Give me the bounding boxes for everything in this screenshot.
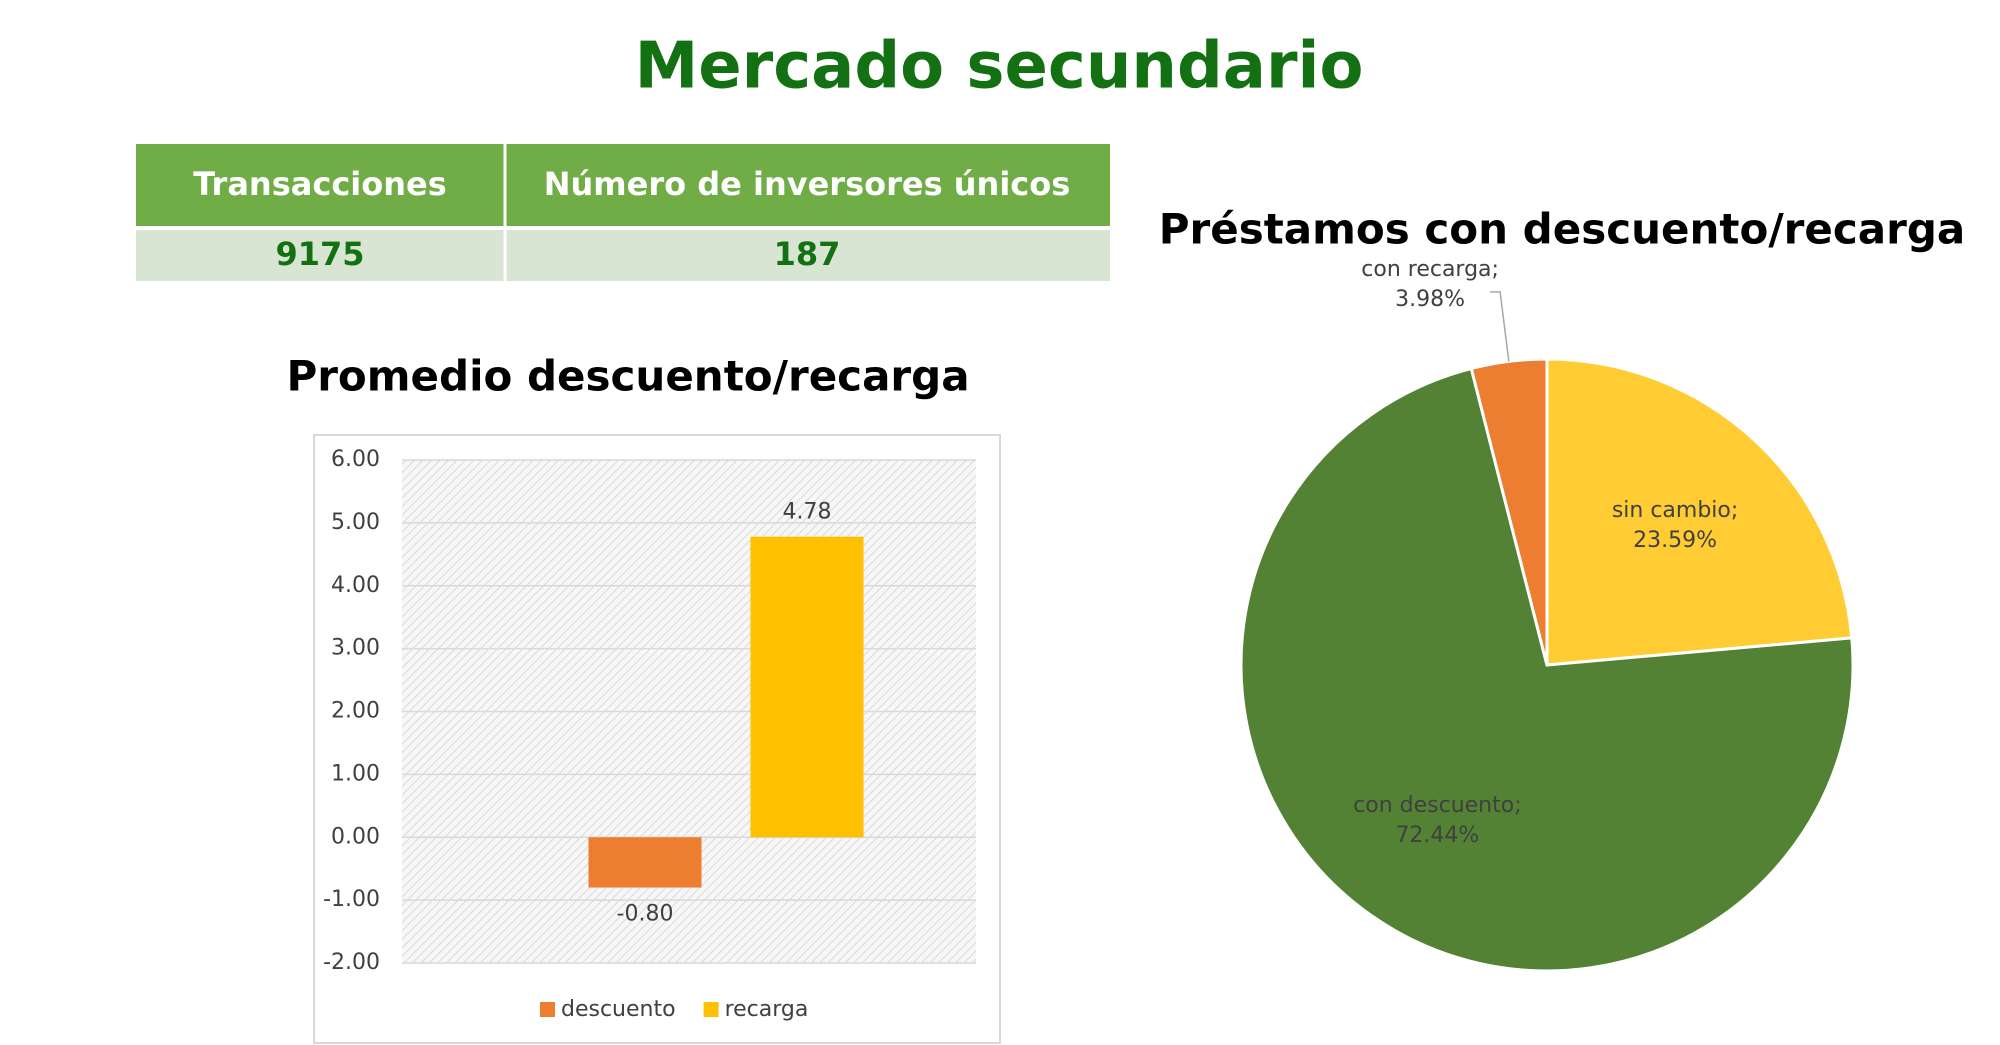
bar-value-label: 4.78 [783,500,832,525]
y-tick-label: 5.00 [331,510,380,535]
bar-value-label: -0.80 [617,902,674,927]
pie-label-value: 23.59% [1633,528,1717,553]
y-tick-label: 1.00 [331,761,380,786]
pie-label-name: con descuento; [1353,793,1521,818]
y-tick-label: 3.00 [331,636,380,661]
legend-label: descuento [561,997,676,1022]
pie-label-name: con recarga; [1361,257,1499,282]
bar [750,536,864,838]
chart-title: Préstamos con descuento/recarga [1159,205,1965,254]
pie-label: sin cambio; 23.59% [1612,498,1738,553]
y-tick-label: 4.00 [331,573,380,598]
table-header-cell: Transacciones [193,165,447,203]
leader-line [1490,291,1510,362]
table-cell: 187 [774,235,841,273]
legend-swatch [540,1002,555,1017]
legend-swatch [703,1002,719,1017]
pie-label-name: sin cambio; [1612,498,1738,523]
table-header [136,144,1110,226]
chart-title: Promedio descuento/recarga [286,352,969,401]
y-tick-label: 0.00 [331,824,380,849]
pie-slice [1239,366,1855,973]
table-cell: 9175 [275,235,364,273]
pie-slice [1545,357,1854,667]
pie-label-value: 72.44% [1395,823,1479,848]
y-tick-label: 2.00 [331,699,380,724]
table-header-cell: Número de inversores únicos [544,165,1071,203]
legend-label: recarga [725,997,809,1022]
y-tick-label: -2.00 [323,950,380,975]
table-row [136,230,1110,281]
y-tick-label: 6.00 [331,447,380,472]
page-title: Mercado secundario [635,30,1364,104]
bar [588,837,702,888]
y-tick-label: -1.00 [323,887,380,912]
pie-label: con recarga; 3.98% [1361,257,1499,312]
pie-label: con descuento; 72.44% [1353,793,1521,848]
pie-label-value: 3.98% [1395,287,1465,312]
